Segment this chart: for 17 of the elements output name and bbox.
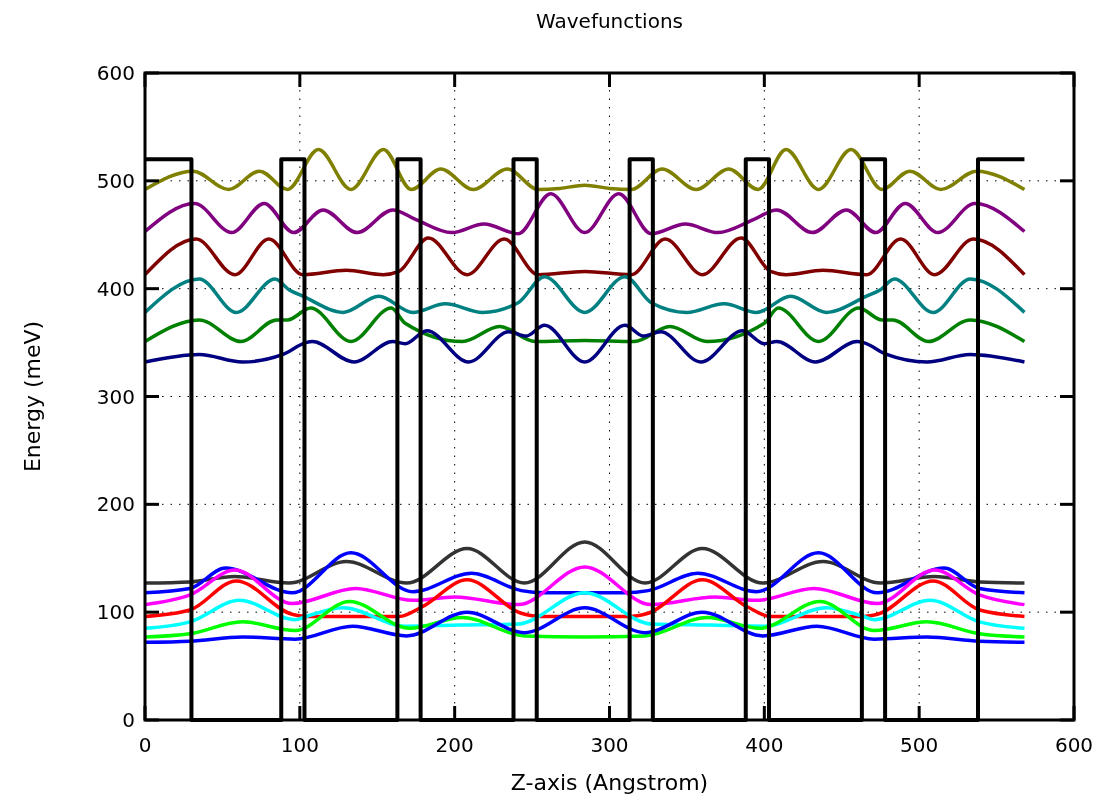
x-tick-label: 400: [745, 733, 784, 757]
y-axis-title: Energy (meV): [20, 320, 45, 473]
x-tick-label: 600: [1054, 733, 1094, 757]
y-tick-label: 100: [96, 600, 135, 625]
x-tick-label: 300: [590, 733, 629, 757]
y-tick-label: 600: [96, 61, 135, 85]
x-tick-label: 100: [280, 733, 319, 757]
y-tick-label: 200: [96, 492, 135, 517]
x-tick-label: 500: [900, 733, 939, 757]
chart-title: Wavefunctions: [535, 9, 684, 33]
y-tick-label: 300: [96, 384, 135, 409]
y-tick-label: 500: [96, 168, 135, 193]
y-tick-label: 0: [122, 708, 135, 732]
x-axis-title: Z-axis (Angstrom): [510, 770, 709, 795]
y-tick-label: 400: [96, 276, 135, 301]
x-tick-label: 0: [138, 733, 152, 757]
x-tick-label: 200: [435, 733, 474, 757]
